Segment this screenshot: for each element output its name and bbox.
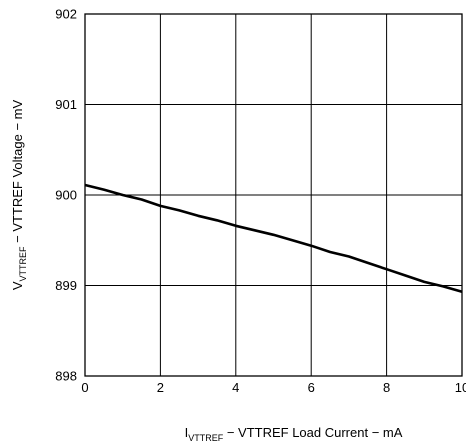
x-tick-label-4: 8: [383, 380, 390, 395]
x-axis-title-text: − VTTREF Load Current − mA: [223, 425, 403, 440]
x-tick-label-3: 6: [308, 380, 315, 395]
y-tick-label-3: 901: [55, 97, 77, 112]
x-tick-label-2: 4: [232, 380, 239, 395]
y-tick-label-2: 900: [55, 188, 77, 203]
y-axis-title-symbol: V: [10, 281, 25, 290]
y-axis-title-text: − VTTREF Voltage − mV: [10, 100, 25, 247]
y-tick-label-4: 902: [55, 7, 77, 22]
grid-lines: [85, 14, 462, 376]
series-layer: [84, 183, 463, 294]
plot-frame: [84, 13, 463, 377]
x-tick-label-0: 0: [81, 380, 88, 395]
y-axis-title-subscript: VTTREF: [18, 246, 28, 282]
y-tick-label-1: 899: [55, 278, 77, 293]
y-tick-labels: 898 899 900 901 902: [55, 7, 77, 384]
y-axis-title: VVTTREF − VTTREF Voltage − mV: [10, 100, 28, 291]
x-axis-title-subscript: VTTREF: [188, 433, 224, 443]
x-tick-label-1: 2: [157, 380, 164, 395]
x-tick-labels: 0 2 4 6 8 10: [81, 380, 466, 395]
x-tick-label-5: 10: [455, 380, 466, 395]
x-axis-title: IVTTREF − VTTREF Load Current − mA: [185, 425, 403, 443]
x-axis-title-symbol: I: [185, 425, 189, 440]
y-tick-label-0: 898: [55, 369, 77, 384]
series-line-0: [84, 183, 463, 294]
